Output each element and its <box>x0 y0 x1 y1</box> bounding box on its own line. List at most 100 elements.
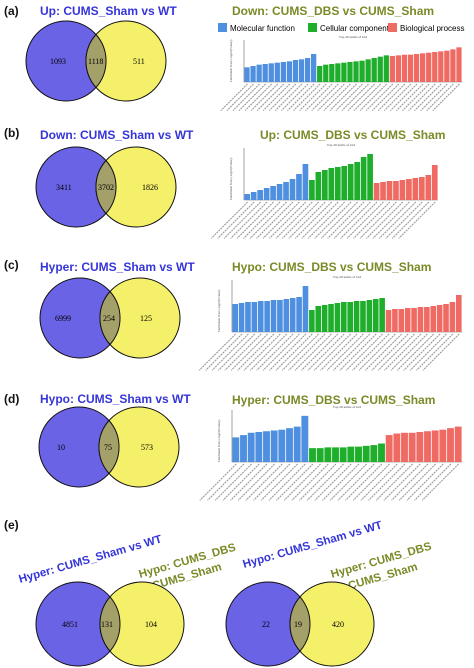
term-label-mf-7 <box>256 201 294 239</box>
bar-bp-7 <box>419 177 425 200</box>
bar-bp-0 <box>385 435 393 462</box>
chart-ylabel: Enrichment Score (-log10(Pvalue)) <box>229 158 233 200</box>
bar-cc-6 <box>347 302 353 332</box>
bar-mf-7 <box>286 61 293 82</box>
term-label-cc-7 <box>335 83 363 111</box>
bar-mf-10 <box>296 297 302 332</box>
term-label-mf-7 <box>253 463 291 501</box>
term-label-mf-7 <box>243 333 281 371</box>
chart-ylabel: Enrichment Score (-log10(Pvalue)) <box>229 40 233 82</box>
term-label-mf-3 <box>222 463 260 501</box>
bar-mf-9 <box>302 164 309 200</box>
bar-bp-0 <box>385 310 392 332</box>
term-label-mf-4 <box>230 463 268 501</box>
bar-mf-0 <box>232 304 238 332</box>
bar-bp-3 <box>404 308 411 332</box>
term-label-mf-1 <box>226 83 254 111</box>
bar-mf-7 <box>277 300 283 332</box>
bar-mf-3 <box>263 188 270 200</box>
term-label-bp-3 <box>359 201 397 239</box>
chart-title: Top 20 terms of GO <box>339 35 368 39</box>
bar-bp-8 <box>438 51 444 82</box>
term-label-cc-5 <box>323 83 351 111</box>
bar-bp-6 <box>412 178 419 200</box>
venn-d-left-count: 10 <box>57 443 65 452</box>
venn-e-left-left-count: 4851 <box>62 620 78 629</box>
bar-cc-1 <box>323 64 329 82</box>
term-label-bp-2 <box>353 201 391 239</box>
term-label-mf-2 <box>214 463 252 501</box>
term-label-cc-1 <box>299 83 327 111</box>
panel-label-e: (e) <box>4 518 19 532</box>
bar-mf-4 <box>263 431 270 462</box>
term-label-cc-6 <box>322 463 360 501</box>
term-label-cc-7 <box>320 201 358 239</box>
term-label-bp-7 <box>385 201 423 239</box>
bar-mf-1 <box>240 435 247 462</box>
panel-a-right-title: Down: CUMS_DBS vs CUMS_Sham <box>232 4 435 18</box>
term-label-mf-5 <box>243 201 281 239</box>
bar-bp-1 <box>393 433 401 462</box>
bar-mf-1 <box>250 192 257 200</box>
venn-e-right-left-count: 22 <box>262 620 270 629</box>
term-label-mf-0 <box>199 463 237 501</box>
bar-bp-2 <box>386 181 393 200</box>
bar-cc-5 <box>341 166 348 200</box>
term-label-mf-3 <box>230 201 268 239</box>
bar-mf-5 <box>264 301 270 332</box>
venn-b-right-count: 1826 <box>142 183 158 192</box>
bar-cc-3 <box>335 63 341 82</box>
bar-mf-3 <box>251 302 258 332</box>
bar-bp-6 <box>424 307 430 332</box>
bar-bp-2 <box>398 309 405 332</box>
bar-bp-2 <box>401 432 408 462</box>
term-label-mf-9 <box>274 83 303 111</box>
bar-mf-4 <box>270 186 276 200</box>
bar-cc-5 <box>341 302 347 332</box>
bar-cc-8 <box>360 301 366 332</box>
term-label-bp-8 <box>414 463 452 501</box>
term-label-mf-4 <box>224 333 262 371</box>
term-label-cc-9 <box>332 333 371 371</box>
term-label-mf-8 <box>262 201 300 239</box>
bar-cc-2 <box>321 305 328 332</box>
term-label-mf-0 <box>210 201 249 239</box>
bar-bp-9 <box>454 426 462 462</box>
term-label-mf-6 <box>249 201 287 239</box>
term-label-bp-9 <box>409 333 447 371</box>
term-label-mf-11 <box>269 333 307 371</box>
term-label-bp-4 <box>366 201 404 239</box>
bar-mf-6 <box>270 300 277 332</box>
term-label-bp-11 <box>432 83 460 111</box>
term-label-bp-8 <box>403 333 441 371</box>
term-label-bp-7 <box>396 333 435 371</box>
term-label-bp-6 <box>378 201 417 239</box>
term-label-bp-7 <box>408 83 436 111</box>
panel-d-left-title: Hypo: CUMS_Sham vs WT <box>40 392 191 406</box>
bar-bp-8 <box>425 175 432 200</box>
term-label-bp-3 <box>371 333 409 371</box>
bar-bp-7 <box>430 306 437 332</box>
bar-cc-8 <box>360 157 367 200</box>
term-label-mf-9 <box>256 333 294 371</box>
bar-cc-2 <box>324 447 332 462</box>
term-label-mf-4 <box>236 201 274 239</box>
bar-cc-2 <box>329 64 335 82</box>
venn-a-right-count: 511 <box>133 57 145 66</box>
term-label-bp-10 <box>416 333 454 371</box>
term-label-cc-8 <box>337 463 375 501</box>
term-label-cc-1 <box>281 201 320 239</box>
bar-cc-11 <box>379 298 385 332</box>
term-label-cc-8 <box>341 83 369 111</box>
term-label-bp-9 <box>398 201 436 239</box>
venn-e-right-overlap-count: 19 <box>294 620 302 629</box>
bar-bp-6 <box>426 52 432 82</box>
term-label-cc-2 <box>305 83 333 111</box>
term-label-mf-1 <box>205 333 243 371</box>
term-label-mf-1 <box>217 201 255 239</box>
term-label-cc-1 <box>281 333 320 371</box>
chart-title: Top 20 terms of GO <box>333 275 362 279</box>
bar-mf-4 <box>268 63 274 82</box>
term-label-bp-10 <box>426 83 454 111</box>
term-label-cc-9 <box>345 463 383 501</box>
